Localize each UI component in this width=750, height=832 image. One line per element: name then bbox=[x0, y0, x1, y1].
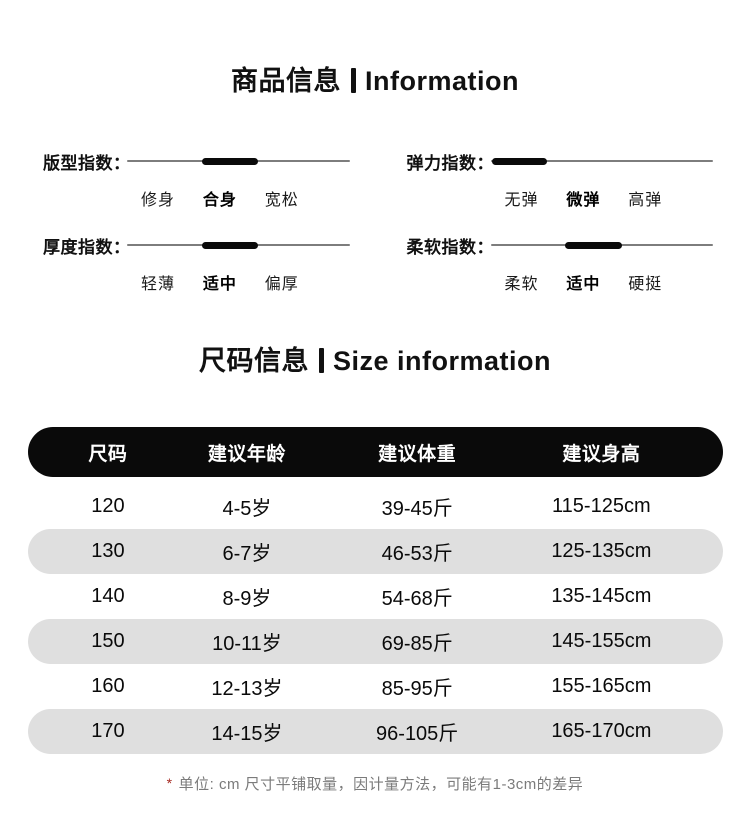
option-label: 柔软 bbox=[504, 276, 539, 293]
index-thickness-row: 厚度指数： bbox=[43, 233, 350, 257]
elasticity-slider-thumb bbox=[491, 157, 548, 165]
index-thickness-label: 厚度指数： bbox=[43, 237, 131, 257]
option-label: 修身 bbox=[140, 192, 175, 209]
table-cell: 140 bbox=[91, 585, 125, 607]
index-elasticity-label: 弹力指数： bbox=[406, 153, 494, 173]
title-separator-bar bbox=[318, 348, 324, 373]
column-header-height: 建议身高 bbox=[562, 443, 641, 465]
table-cell: 6-7岁 bbox=[222, 543, 272, 565]
table-cell: 160 bbox=[91, 675, 125, 697]
option-label: 高弹 bbox=[628, 192, 663, 209]
index-fit: 版型指数： 修身 合身 宽松 bbox=[43, 149, 350, 209]
info-title-en: Information bbox=[365, 66, 519, 96]
table-cell: 69-85斤 bbox=[381, 633, 453, 655]
footnote-text: 单位: cm 尺寸平铺取量，因计量方法，可能有1-3cm的差异 bbox=[178, 776, 584, 793]
size-section-title: 尺码信息 Size information bbox=[0, 346, 750, 377]
index-elasticity: 弹力指数： 无弹 微弹 高弹 bbox=[406, 149, 714, 209]
size-table: 尺码 建议年龄 建议体重 建议身高 120 4-5岁 39-45斤 115-125cm… bbox=[28, 427, 723, 754]
table-cell: 8-9岁 bbox=[222, 588, 272, 610]
index-elasticity-row: 弹力指数： bbox=[406, 149, 713, 173]
table-cell: 85-95斤 bbox=[381, 678, 453, 700]
softness-slider-track bbox=[490, 241, 713, 249]
fit-slider-thumb bbox=[201, 157, 259, 165]
table-cell: 4-5岁 bbox=[222, 498, 272, 520]
title-separator-bar bbox=[351, 68, 356, 93]
elasticity-slider-track bbox=[490, 157, 713, 165]
table-cell: 145-155cm bbox=[551, 630, 652, 652]
table-row: 160 12-13岁 85-95斤 155-165cm bbox=[28, 664, 723, 709]
option-label: 适中 bbox=[202, 276, 237, 293]
table-cell: 130 bbox=[91, 540, 125, 562]
size-title-en: Size information bbox=[332, 346, 551, 376]
table-row: 170 14-15岁 96-105斤 165-170cm bbox=[28, 709, 723, 754]
table-cell: 165-170cm bbox=[551, 720, 652, 742]
index-fit-row: 版型指数： bbox=[43, 149, 350, 173]
product-indices: 版型指数： 修身 合身 宽松 弹力指数： 无弹 微弹 高弹 厚度指数： bbox=[0, 149, 750, 293]
table-row: 140 8-9岁 54-68斤 135-145cm bbox=[28, 574, 723, 619]
index-softness-options: 柔软 适中 硬挺 bbox=[491, 270, 714, 293]
table-cell: 39-45斤 bbox=[381, 498, 453, 520]
size-table-body: 120 4-5岁 39-45斤 115-125cm 130 6-7岁 46-53斤 125-1… bbox=[28, 484, 723, 754]
option-label: 硬挺 bbox=[628, 276, 663, 293]
table-cell: 170 bbox=[91, 720, 125, 742]
option-label: 无弹 bbox=[504, 192, 539, 209]
index-thickness: 厚度指数： 轻薄 适中 偏厚 bbox=[43, 233, 350, 293]
option-label: 宽松 bbox=[264, 192, 299, 209]
index-elasticity-options: 无弹 微弹 高弹 bbox=[491, 186, 714, 209]
table-cell: 135-145cm bbox=[551, 585, 652, 607]
table-cell: 46-53斤 bbox=[381, 543, 453, 565]
table-cell: 10-11岁 bbox=[212, 633, 282, 655]
table-cell: 125-135cm bbox=[551, 540, 652, 562]
size-table-header: 尺码 建议年龄 建议体重 建议身高 bbox=[28, 427, 723, 477]
measurement-footnote: * 单位: cm 尺寸平铺取量，因计量方法，可能有1-3cm的差异 bbox=[0, 773, 750, 794]
option-label: 合身 bbox=[202, 192, 237, 209]
column-header-weight: 建议体重 bbox=[378, 443, 457, 465]
info-title-zh: 商品信息 bbox=[231, 66, 341, 96]
table-row: 130 6-7岁 46-53斤 125-135cm bbox=[28, 529, 723, 574]
thickness-slider-thumb bbox=[201, 241, 259, 249]
asterisk-marker: * bbox=[166, 775, 173, 791]
table-cell: 14-15岁 bbox=[211, 723, 283, 745]
index-fit-label: 版型指数： bbox=[43, 153, 131, 173]
size-title-zh: 尺码信息 bbox=[198, 346, 309, 376]
index-thickness-options: 轻薄 适中 偏厚 bbox=[127, 270, 350, 293]
option-label: 偏厚 bbox=[264, 276, 299, 293]
column-header-size: 尺码 bbox=[88, 443, 128, 465]
table-row: 120 4-5岁 39-45斤 115-125cm bbox=[28, 484, 723, 529]
index-softness-row: 柔软指数： bbox=[406, 233, 713, 257]
fit-slider-track bbox=[127, 157, 350, 165]
table-cell: 115-125cm bbox=[552, 495, 651, 517]
table-cell: 150 bbox=[91, 630, 125, 652]
option-label: 轻薄 bbox=[140, 276, 175, 293]
table-cell: 155-165cm bbox=[551, 675, 652, 697]
softness-slider-thumb bbox=[565, 241, 622, 249]
table-cell: 120 bbox=[91, 495, 125, 517]
index-softness-label: 柔软指数： bbox=[406, 237, 494, 257]
table-cell: 54-68斤 bbox=[381, 588, 453, 610]
column-header-age: 建议年龄 bbox=[207, 443, 286, 465]
index-fit-options: 修身 合身 宽松 bbox=[127, 186, 350, 209]
option-label: 适中 bbox=[566, 276, 601, 293]
table-cell: 96-105斤 bbox=[376, 723, 459, 745]
option-label: 微弹 bbox=[566, 192, 601, 209]
index-softness: 柔软指数： 柔软 适中 硬挺 bbox=[406, 233, 714, 293]
info-section-title: 商品信息 Information bbox=[0, 66, 750, 97]
table-cell: 12-13岁 bbox=[211, 678, 283, 700]
table-row: 150 10-11岁 69-85斤 145-155cm bbox=[28, 619, 723, 664]
thickness-slider-track bbox=[127, 241, 350, 249]
